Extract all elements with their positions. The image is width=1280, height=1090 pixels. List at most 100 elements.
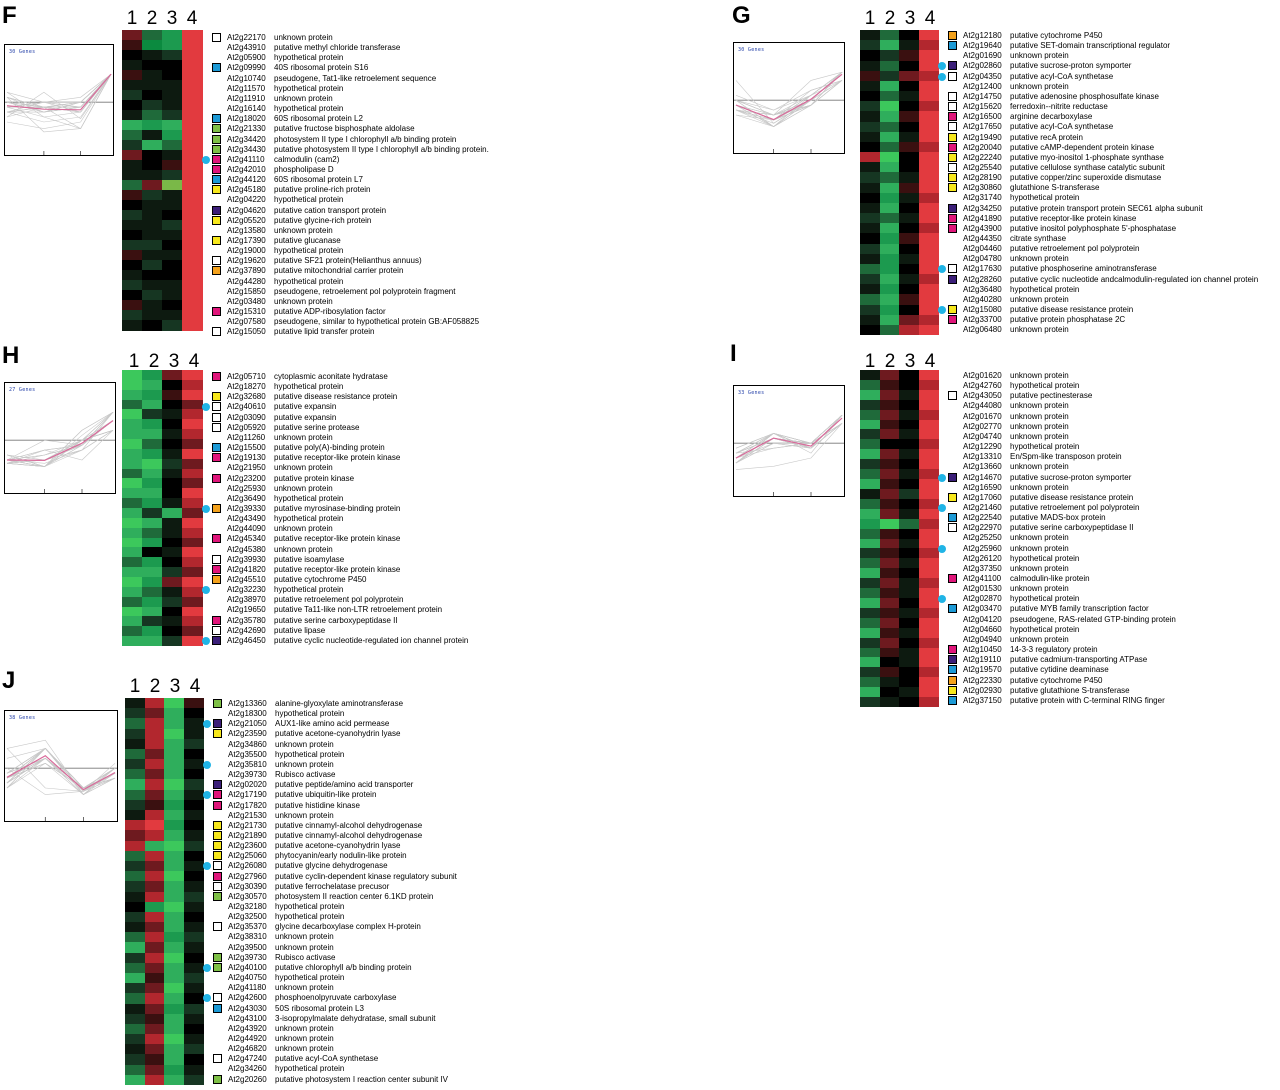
heatmap-cell xyxy=(918,419,939,430)
heatmap-cell xyxy=(860,498,880,510)
heatmap-cell xyxy=(182,310,203,321)
gene-id: At2g41180 xyxy=(228,983,267,993)
heatmap-cell xyxy=(144,1054,165,1066)
heatmap-cell xyxy=(899,429,919,440)
heatmap-cell xyxy=(182,140,203,151)
gene-id: At2g31740 xyxy=(963,193,1002,203)
heatmap-cell xyxy=(183,1003,204,1015)
heatmap-cell xyxy=(860,568,880,579)
gene-profile-line xyxy=(6,411,114,467)
heatmap-cell xyxy=(860,597,880,609)
heatmap-cell xyxy=(918,91,939,102)
gene-id: At2g03470 xyxy=(963,604,1002,614)
gene-id: At2g20040 xyxy=(963,142,1002,152)
heatmap-cell xyxy=(860,697,880,708)
heatmap-cell xyxy=(142,577,163,588)
heatmap-cell xyxy=(122,260,143,271)
heatmap-cell xyxy=(142,290,163,301)
heatmap-cell xyxy=(162,379,183,391)
gene-profile-line xyxy=(735,71,843,121)
gene-id: At2g44090 xyxy=(227,524,266,534)
heatmap-cell xyxy=(162,130,183,141)
heatmap-cell xyxy=(918,111,939,122)
heatmap-cell xyxy=(144,871,165,882)
gene-description: putative glycine dehydrogenase xyxy=(275,861,388,871)
gene-id: At2g36480 xyxy=(963,284,1002,294)
category-box xyxy=(948,264,957,274)
heatmap-cell xyxy=(899,419,919,430)
heatmap-cell xyxy=(142,60,163,71)
heatmap-cell xyxy=(899,508,919,520)
heatmap-cell xyxy=(918,389,939,401)
heatmap-cell xyxy=(162,508,183,519)
heatmap-cell xyxy=(879,637,900,649)
expression-profile-plot: 33 Genes xyxy=(733,385,845,497)
gene-description: putative disease resistance protein xyxy=(1010,305,1134,315)
heatmap-cell xyxy=(162,517,183,529)
category-box xyxy=(212,422,221,432)
heatmap-cell xyxy=(879,389,900,401)
heatmap-cell xyxy=(899,439,919,450)
category-box xyxy=(213,881,222,891)
gene-id: At2g17650 xyxy=(963,122,1002,132)
heatmap-cell xyxy=(164,871,184,882)
heatmap-cell xyxy=(144,748,165,760)
heatmap-cell xyxy=(164,769,184,780)
heatmap-cell xyxy=(879,617,900,629)
heatmap-cell xyxy=(125,799,145,811)
gene-description: unknown protein xyxy=(1010,371,1069,380)
heatmap-cell xyxy=(879,70,900,82)
category-box xyxy=(213,861,222,871)
heatmap-cell xyxy=(879,294,900,305)
category-box xyxy=(948,91,957,101)
heatmap-cell xyxy=(860,548,880,559)
heatmap-cell xyxy=(122,140,143,151)
marker-dot xyxy=(203,994,211,1003)
heatmap-cell xyxy=(918,304,939,316)
heatmap-cell xyxy=(182,60,203,71)
gene-id: At2g02930 xyxy=(963,685,1002,695)
category-box xyxy=(948,492,957,502)
gene-id: At2g30570 xyxy=(228,891,267,901)
heatmap-cell xyxy=(144,891,165,903)
heatmap-cell xyxy=(918,588,939,599)
gene-profile-line xyxy=(735,80,843,111)
heatmap-cell xyxy=(918,528,939,539)
gene-description: hypothetical protein xyxy=(274,585,344,595)
column-numbers: 1 2 3 4 xyxy=(122,9,202,29)
gene-description: arginine decarboxylase xyxy=(1010,112,1093,122)
heatmap-cell xyxy=(122,80,143,91)
expression-profile-plot: 30 Genes xyxy=(733,42,845,154)
heatmap-cell xyxy=(122,70,143,81)
heatmap-cell xyxy=(899,233,919,244)
heatmap-cell xyxy=(125,1074,145,1086)
heatmap-cell xyxy=(879,469,900,480)
gene-id: At2g11260 xyxy=(227,432,266,442)
heatmap-cell xyxy=(182,320,203,331)
gene-description: putative expansin xyxy=(274,402,337,412)
heatmap-cell xyxy=(899,588,919,599)
heatmap-cell xyxy=(142,537,163,548)
gene-description: alanine-glyoxylate aminotransferase xyxy=(275,699,404,708)
heatmap-cell xyxy=(918,370,939,381)
gene-profile-line xyxy=(735,71,843,121)
heatmap-cell xyxy=(899,30,919,41)
mean-profile-line xyxy=(735,73,843,121)
heatmap-cell xyxy=(162,150,183,161)
category-box xyxy=(212,575,221,584)
gene-description: putative myo-inositol 1-phosphate syntha… xyxy=(1010,152,1164,162)
heatmap-cell xyxy=(122,160,143,171)
column-number: 4 xyxy=(189,676,201,697)
heatmap-cell xyxy=(879,627,900,639)
heatmap-cell xyxy=(860,488,880,500)
heatmap-cell xyxy=(164,1023,184,1035)
heatmap-cell xyxy=(164,728,184,740)
heatmap-cell xyxy=(182,120,203,131)
heatmap-cell xyxy=(125,1003,145,1015)
heatmap-cell xyxy=(183,748,204,760)
gene-id: At2g17060 xyxy=(963,492,1002,502)
column-number: 2 xyxy=(148,351,160,372)
gene-id: At2g38970 xyxy=(227,595,266,605)
heatmap-cell xyxy=(144,779,165,791)
heatmap-cell xyxy=(122,270,143,281)
